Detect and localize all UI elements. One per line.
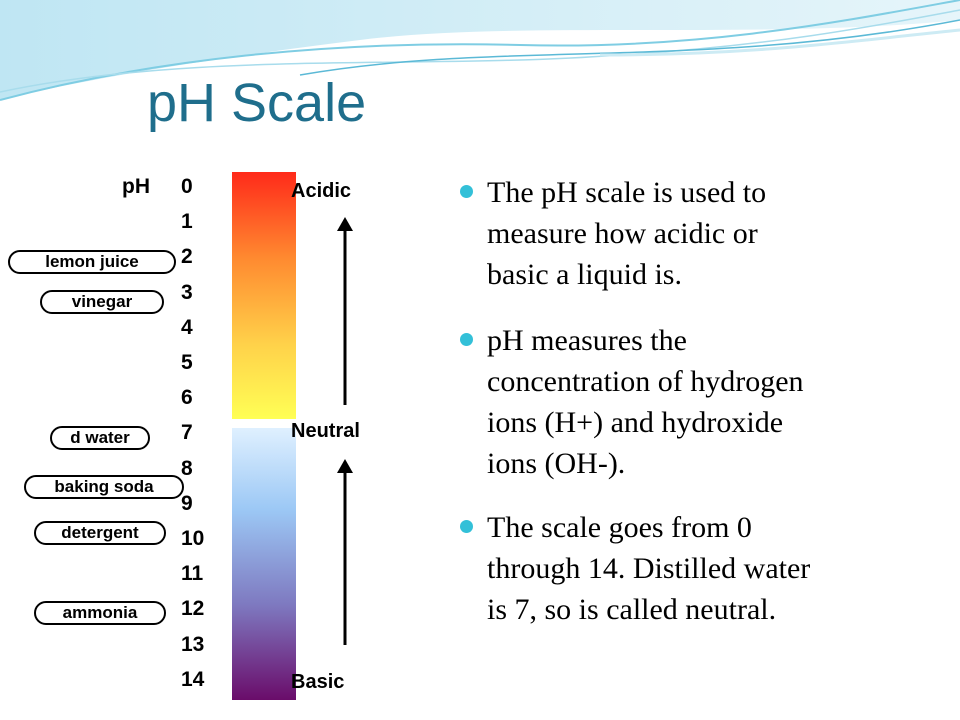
- ph-number: 6: [181, 386, 193, 410]
- ph-number: 13: [181, 632, 205, 656]
- bullet-line: is 7, so is called neutral.: [487, 593, 777, 626]
- ph-number: 9: [181, 491, 193, 515]
- substance: ammonia: [34, 601, 166, 625]
- side-label: Acidic: [291, 180, 352, 202]
- bullet-dot: [460, 185, 473, 198]
- ph-number: 11: [181, 562, 204, 586]
- bullet-line: The scale goes from 0: [487, 511, 752, 544]
- ph-number: 5: [181, 351, 193, 374]
- ph-number: 14: [181, 667, 205, 691]
- bullet-line: through 14. Distilled water: [487, 552, 811, 585]
- substance: baking soda: [24, 475, 184, 499]
- bullet-line: The pH scale is used to: [487, 176, 767, 209]
- bullet-line: pH measures the: [487, 324, 687, 357]
- title: pH Scale: [147, 73, 367, 133]
- ph-number: 2: [181, 245, 193, 269]
- ph-number: 1: [181, 210, 193, 234]
- acid-bar: [232, 172, 296, 419]
- bullet-dot: [460, 333, 473, 346]
- ph-number: 4: [181, 315, 193, 339]
- bullet-line: basic a liquid is.: [487, 258, 682, 291]
- ph-number: 0: [181, 175, 193, 198]
- substance: detergent: [34, 521, 166, 545]
- bullet-line: measure how acidic or: [487, 217, 758, 250]
- side-label: Basic: [291, 671, 345, 693]
- bullet-line: ions (H+) and hydroxide: [487, 406, 784, 439]
- bullet-line: concentration of hydrogen: [487, 365, 804, 398]
- ph-number: 12: [181, 597, 205, 621]
- ph-number: 8: [181, 456, 193, 480]
- bullet: The pH scale is used to measure how acidi…: [460, 172, 767, 295]
- bullet-line: ions (OH-).: [487, 447, 626, 480]
- bullet-dot: [460, 520, 473, 533]
- base-bar: [232, 428, 296, 700]
- bullet: pH measures the concentration of hydrogen…: [460, 320, 804, 484]
- ph-number: 7: [181, 421, 193, 445]
- side-label: Neutral: [291, 420, 360, 442]
- ph-number: 10: [181, 527, 205, 550]
- substance: vinegar: [40, 290, 164, 314]
- substance: lemon juice: [8, 250, 176, 274]
- substance: d water: [50, 426, 150, 450]
- ph-number: 3: [181, 280, 193, 304]
- arrow-head: [337, 459, 353, 473]
- bullet: The scale goes from 0 through 14. Distill…: [460, 507, 811, 630]
- arrow-head: [337, 217, 353, 231]
- ph-label: pH: [122, 175, 150, 198]
